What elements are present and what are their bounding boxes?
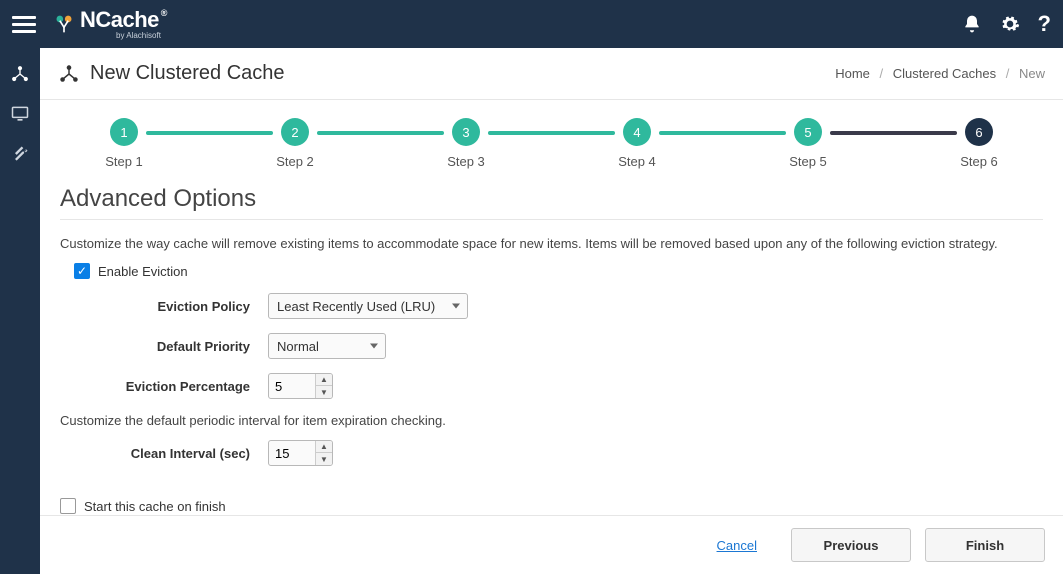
monitor-icon (10, 104, 30, 124)
clean-interval-input[interactable]: ▲ ▼ (268, 440, 333, 466)
clean-interval-label: Clean Interval (sec) (78, 446, 268, 461)
finish-button[interactable]: Finish (925, 528, 1045, 562)
step-2[interactable]: 2 Step 2 (271, 118, 319, 169)
cluster-icon (10, 64, 30, 84)
step-label: Step 1 (105, 154, 143, 169)
sidenav (0, 48, 40, 574)
breadcrumb: Home / Clustered Caches / New (835, 66, 1045, 81)
brand-name: NCache® (80, 9, 159, 31)
brand-tagline: by Alachisoft (116, 32, 161, 40)
sidenav-item-monitor[interactable] (0, 96, 40, 132)
step-6[interactable]: 6 Step 6 (955, 118, 1003, 169)
eviction-percentage-field[interactable] (269, 377, 315, 396)
subheader: New Clustered Cache Home / Clustered Cac… (40, 48, 1063, 100)
eviction-percentage-input[interactable]: ▲ ▼ (268, 373, 333, 399)
clean-interval-field[interactable] (269, 444, 315, 463)
breadcrumb-caches[interactable]: Clustered Caches (893, 66, 996, 81)
enable-eviction-label: Enable Eviction (98, 264, 188, 279)
hamburger-menu-button[interactable] (12, 12, 36, 36)
step-label: Step 3 (447, 154, 485, 169)
start-on-finish-checkbox[interactable] (60, 498, 76, 514)
cancel-link[interactable]: Cancel (717, 538, 757, 553)
step-connector (830, 131, 957, 135)
breadcrumb-home[interactable]: Home (835, 66, 870, 81)
spinner-up-icon[interactable]: ▲ (316, 441, 332, 453)
sidenav-item-tools[interactable] (0, 136, 40, 172)
step-connector (659, 131, 786, 135)
brand-logo[interactable]: NCache® by Alachisoft (54, 9, 159, 40)
step-1[interactable]: 1 Step 1 (100, 118, 148, 169)
gear-icon[interactable] (1000, 14, 1020, 34)
start-on-finish-label: Start this cache on finish (84, 499, 226, 514)
default-priority-label: Default Priority (78, 339, 268, 354)
sidenav-item-cluster[interactable] (0, 56, 40, 92)
page-title: New Clustered Cache (90, 62, 285, 85)
step-connector (146, 131, 273, 135)
logo-icon (54, 14, 74, 34)
step-circle: 6 (965, 118, 993, 146)
step-connector (488, 131, 615, 135)
topbar: NCache® by Alachisoft ? (0, 0, 1063, 48)
step-3[interactable]: 3 Step 3 (442, 118, 490, 169)
interval-help-text: Customize the default periodic interval … (60, 413, 1043, 428)
previous-button[interactable]: Previous (791, 528, 911, 562)
step-circle: 5 (794, 118, 822, 146)
main-panel: New Clustered Cache Home / Clustered Cac… (40, 48, 1063, 574)
spinner-down-icon[interactable]: ▼ (316, 453, 332, 465)
content-area: Advanced Options Customize the way cache… (40, 177, 1063, 515)
step-circle: 2 (281, 118, 309, 146)
help-icon[interactable]: ? (1038, 11, 1051, 37)
eviction-policy-label: Eviction Policy (78, 299, 268, 314)
page-title-icon (58, 63, 80, 85)
eviction-policy-select[interactable]: Least Recently Used (LRU) (268, 293, 468, 319)
step-circle: 3 (452, 118, 480, 146)
step-4[interactable]: 4 Step 4 (613, 118, 661, 169)
bell-icon[interactable] (962, 14, 982, 34)
step-label: Step 2 (276, 154, 314, 169)
enable-eviction-checkbox[interactable] (74, 263, 90, 279)
eviction-percentage-label: Eviction Percentage (78, 379, 268, 394)
spinner-up-icon[interactable]: ▲ (316, 374, 332, 386)
step-label: Step 4 (618, 154, 656, 169)
step-5[interactable]: 5 Step 5 (784, 118, 832, 169)
tools-icon (10, 144, 30, 164)
spinner-down-icon[interactable]: ▼ (316, 386, 332, 398)
eviction-help-text: Customize the way cache will remove exis… (60, 236, 1043, 251)
step-connector (317, 131, 444, 135)
step-label: Step 5 (789, 154, 827, 169)
wizard-stepper: 1 Step 1 2 Step 2 3 Step 3 4 Step 4 5 Step 5 6 Step… (40, 100, 1063, 177)
step-label: Step 6 (960, 154, 998, 169)
section-title: Advanced Options (60, 185, 1043, 220)
breadcrumb-current: New (1019, 66, 1045, 81)
wizard-footer: Cancel Previous Finish (40, 515, 1063, 574)
step-circle: 4 (623, 118, 651, 146)
default-priority-select[interactable]: Normal (268, 333, 386, 359)
step-circle: 1 (110, 118, 138, 146)
